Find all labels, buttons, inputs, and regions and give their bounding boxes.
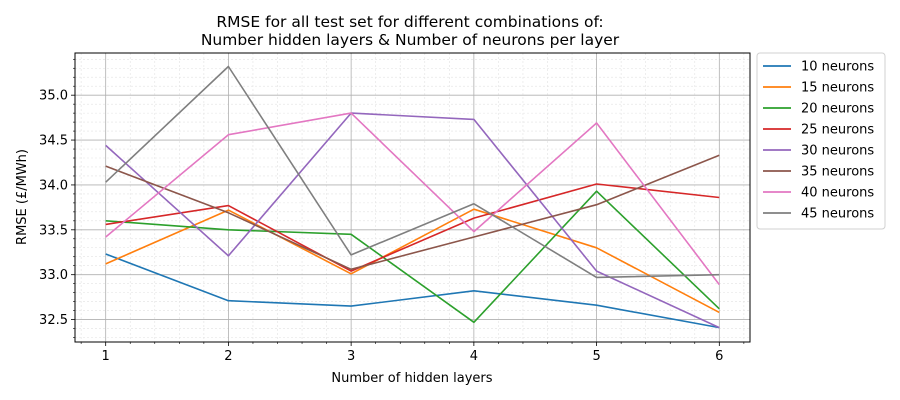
series-line-30-neurons xyxy=(105,112,720,329)
y-tick-label: 34.5 xyxy=(39,134,68,149)
x-tick-label: 2 xyxy=(224,349,232,364)
series-line-35-neurons xyxy=(105,154,720,271)
legend-label-25-neurons: 25 neurons xyxy=(801,123,874,138)
series-lines xyxy=(105,65,720,329)
legend-label-20-neurons: 20 neurons xyxy=(801,102,874,117)
axis-ticks: 1 2 3 4 5 6 32.5 33.0 33.5 34.0 34.5 35.0 xyxy=(39,58,745,364)
x-tick-label: 4 xyxy=(470,349,478,364)
legend-label-30-neurons: 30 neurons xyxy=(801,144,874,159)
legend-label-35-neurons: 35 neurons xyxy=(801,165,874,180)
x-tick-label: 1 xyxy=(102,349,110,364)
major-gridlines xyxy=(75,53,750,342)
chart-title-line-2: Number hidden layers & Number of neurons… xyxy=(201,31,620,49)
series-line-25-neurons xyxy=(105,183,720,272)
series-line-20-neurons xyxy=(105,190,720,324)
series-line-45-neurons xyxy=(105,65,720,279)
legend: 10 neurons 15 neurons 20 neurons 25 neurons… xyxy=(756,52,886,230)
y-tick-label: 34.0 xyxy=(39,178,68,193)
y-tick-label: 33.5 xyxy=(39,223,68,238)
y-axis-label: RMSE (£/MWh) xyxy=(15,149,30,245)
legend-label-10-neurons: 10 neurons xyxy=(801,60,874,75)
x-tick-label: 3 xyxy=(347,349,355,364)
legend-label-15-neurons: 15 neurons xyxy=(801,81,874,96)
series-line-15-neurons xyxy=(105,208,720,314)
plot-area-frame xyxy=(74,52,751,343)
x-axis-label: Number of hidden layers xyxy=(331,371,492,386)
chart-title-line-1: RMSE for all test set for different comb… xyxy=(216,13,603,31)
y-tick-label: 32.5 xyxy=(39,313,68,328)
legend-box xyxy=(756,52,886,230)
x-tick-label: 5 xyxy=(592,349,600,364)
minor-gridlines xyxy=(75,53,750,342)
y-tick-label: 33.0 xyxy=(39,268,68,283)
series-line-40-neurons xyxy=(105,112,720,286)
y-tick-label: 35.0 xyxy=(39,89,68,104)
series-line-10-neurons xyxy=(105,253,720,329)
x-tick-label: 6 xyxy=(715,349,723,364)
legend-label-40-neurons: 40 neurons xyxy=(801,186,874,201)
legend-label-45-neurons: 45 neurons xyxy=(801,207,874,222)
